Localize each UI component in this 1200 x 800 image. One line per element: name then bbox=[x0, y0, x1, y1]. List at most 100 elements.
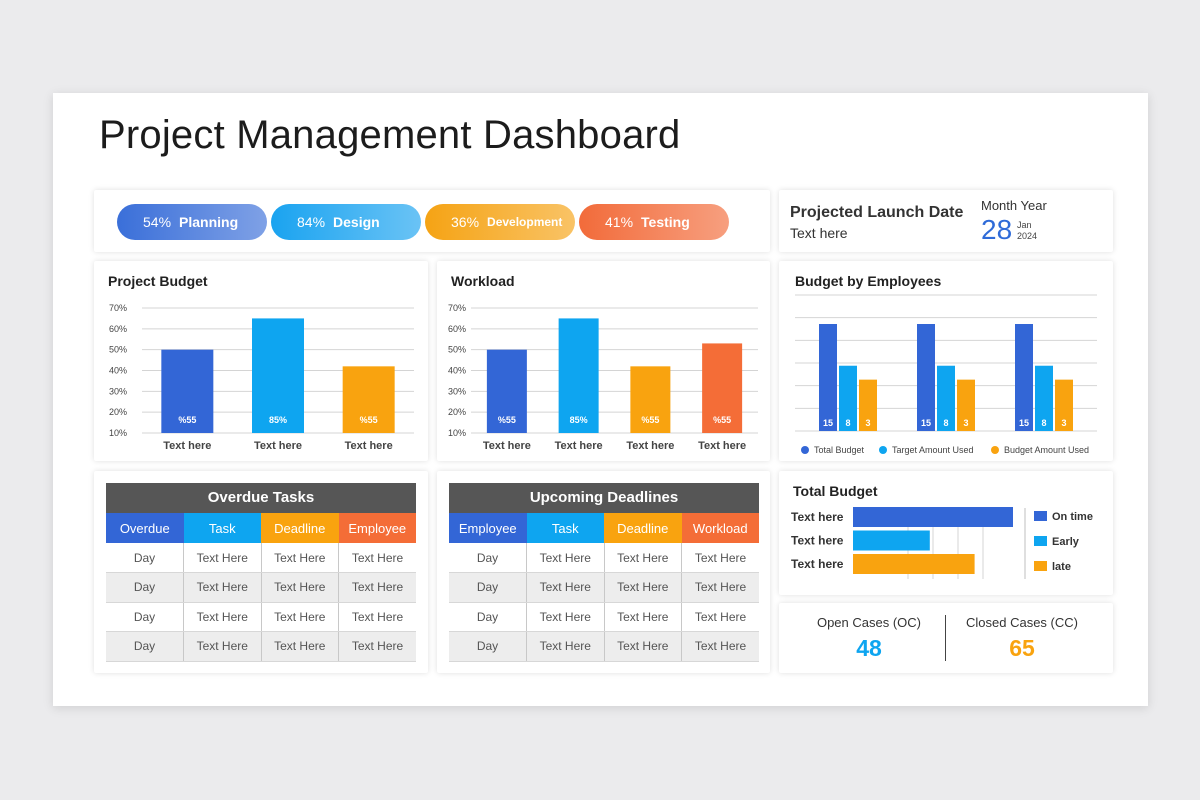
y-category-label: Text here bbox=[791, 534, 844, 548]
table-cell: Text Here bbox=[681, 572, 759, 603]
column-header: Task bbox=[183, 513, 261, 543]
table-row: Day Text Here Text Here Text Here bbox=[449, 631, 759, 662]
table-cell: Day bbox=[449, 543, 527, 573]
y-tick-label: 50% bbox=[448, 345, 466, 355]
table-row: Day Text Here Text Here Text Here bbox=[449, 572, 759, 603]
y-tick-label: 70% bbox=[448, 303, 466, 313]
overdue-tasks-table: Overdue Task Deadline Employee Day Text Here… bbox=[106, 513, 416, 662]
table-cell: Text Here bbox=[338, 543, 416, 573]
bar bbox=[937, 365, 955, 431]
x-category-label: Text here bbox=[163, 440, 211, 452]
bar bbox=[917, 324, 935, 431]
bar-data-label: %55 bbox=[713, 415, 731, 425]
project-budget-chart: 70% 60% 50% 40% 30% 20% 10% %55 Text here 85% Text… bbox=[109, 303, 414, 452]
launch-day: 28 bbox=[981, 214, 1013, 245]
launch-subtitle: Text here bbox=[790, 225, 848, 241]
progress-card: 54% Planning 84% Design 36% Development … bbox=[94, 190, 770, 252]
progress-pct: 84% bbox=[297, 214, 326, 230]
y-tick-label: 40% bbox=[448, 366, 466, 376]
bar-data-label: 8 bbox=[1041, 418, 1046, 428]
bar-data-label: 8 bbox=[943, 418, 948, 428]
y-tick-label: 60% bbox=[448, 324, 466, 334]
table-cell: Text Here bbox=[261, 631, 339, 662]
launch-title: Projected Launch Date bbox=[790, 204, 964, 221]
bar bbox=[1015, 324, 1033, 431]
closed-cases-label: Closed Cases (CC) bbox=[966, 615, 1078, 630]
legend-marker bbox=[1034, 511, 1047, 521]
y-tick-label: 50% bbox=[109, 345, 127, 355]
table-cell: Text Here bbox=[604, 572, 682, 603]
table-cell: Day bbox=[106, 602, 184, 632]
bar bbox=[252, 318, 304, 433]
legend-label: On time bbox=[1052, 511, 1093, 523]
table-cell: Text Here bbox=[681, 602, 759, 632]
table-cell: Text Here bbox=[604, 631, 682, 662]
legend-marker bbox=[1034, 536, 1047, 546]
progress-pill-design[interactable]: 84% Design bbox=[271, 204, 421, 240]
progress-label: Testing bbox=[641, 214, 690, 230]
y-tick-label: 30% bbox=[109, 386, 127, 396]
bar-data-label: 15 bbox=[1019, 418, 1029, 428]
open-cases-label: Open Cases (OC) bbox=[816, 615, 922, 630]
bar-data-label: 15 bbox=[823, 418, 833, 428]
budget-by-employees-card: Budget by Employees 15 8 3 15 8 3 15 8 3 Total Bu… bbox=[779, 261, 1113, 461]
bar bbox=[853, 554, 975, 574]
table-cell: Text Here bbox=[261, 572, 339, 603]
progress-pill-testing[interactable]: 41% Testing bbox=[579, 204, 729, 240]
bar bbox=[630, 366, 671, 433]
table-cell: Day bbox=[106, 543, 184, 573]
workload-card: Workload 70% 60% 50% 40% 30% 20% 10% %55 Text he… bbox=[437, 261, 770, 461]
closed-cases-value: 65 bbox=[1009, 635, 1035, 661]
table-cell: Day bbox=[449, 572, 527, 603]
progress-label: Development bbox=[487, 215, 563, 229]
total-budget-card: Total Budget Text here Text here Text here… bbox=[779, 471, 1113, 595]
x-category-label: Text here bbox=[254, 440, 302, 452]
bar-data-label: %55 bbox=[178, 415, 196, 425]
progress-pct: 36% bbox=[451, 214, 480, 230]
table-cell: Text Here bbox=[604, 602, 682, 632]
table-title: Overdue Tasks bbox=[106, 483, 416, 513]
bar bbox=[1055, 379, 1073, 431]
legend-label: Total Budget bbox=[814, 445, 865, 455]
bar-data-label: 85% bbox=[570, 415, 588, 425]
bar bbox=[1035, 365, 1053, 431]
launch-year: 2024 bbox=[1017, 231, 1038, 241]
bar bbox=[342, 366, 395, 433]
x-category-label: Text here bbox=[345, 440, 393, 452]
progress-pill-development[interactable]: 36% Development bbox=[425, 204, 575, 240]
table-cell: Day bbox=[449, 602, 527, 632]
bar bbox=[957, 379, 975, 431]
legend-marker bbox=[801, 446, 809, 454]
bar-data-label: 3 bbox=[963, 418, 968, 428]
table-title: Upcoming Deadlines bbox=[449, 483, 759, 513]
table-row: Day Text Here Text Here Text Here bbox=[106, 602, 416, 632]
y-category-label: Text here bbox=[791, 510, 844, 524]
table-header-row: Employee Task Deadline Workload bbox=[449, 513, 759, 543]
legend-marker bbox=[991, 446, 999, 454]
upcoming-deadlines-card: Upcoming Deadlines Employee Task Deadline W… bbox=[437, 471, 770, 673]
table-cell: Text Here bbox=[183, 572, 262, 603]
table-row: Day Text Here Text Here Text Here bbox=[449, 602, 759, 632]
y-tick-label: 30% bbox=[448, 386, 466, 396]
table-cell: Text Here bbox=[338, 572, 416, 603]
y-tick-label: 20% bbox=[448, 407, 466, 417]
table-cell: Text Here bbox=[681, 543, 759, 573]
bar-data-label: 85% bbox=[269, 415, 287, 425]
table-cell: Text Here bbox=[261, 543, 339, 573]
y-tick-label: 70% bbox=[109, 303, 127, 313]
column-header: Deadline bbox=[604, 513, 682, 543]
legend-marker bbox=[879, 446, 887, 454]
column-header: Employee bbox=[338, 513, 416, 543]
y-tick-label: 10% bbox=[109, 428, 127, 438]
table-row: Day Text Here Text Here Text Here bbox=[449, 543, 759, 573]
legend-label: late bbox=[1052, 561, 1071, 573]
progress-pill-planning[interactable]: 54% Planning bbox=[117, 204, 267, 240]
column-header: Deadline bbox=[261, 513, 339, 543]
total-budget-chart: Text here Text here Text here On time Early l… bbox=[791, 507, 1093, 579]
y-tick-label: 60% bbox=[109, 324, 127, 334]
table-cell: Text Here bbox=[183, 543, 262, 573]
bar bbox=[819, 324, 837, 431]
dashboard-slide: Project Management Dashboard 54% Plannin… bbox=[53, 93, 1148, 706]
table-cell: Text Here bbox=[183, 602, 262, 632]
launch-month-year: Jan 2024 bbox=[1017, 220, 1037, 242]
